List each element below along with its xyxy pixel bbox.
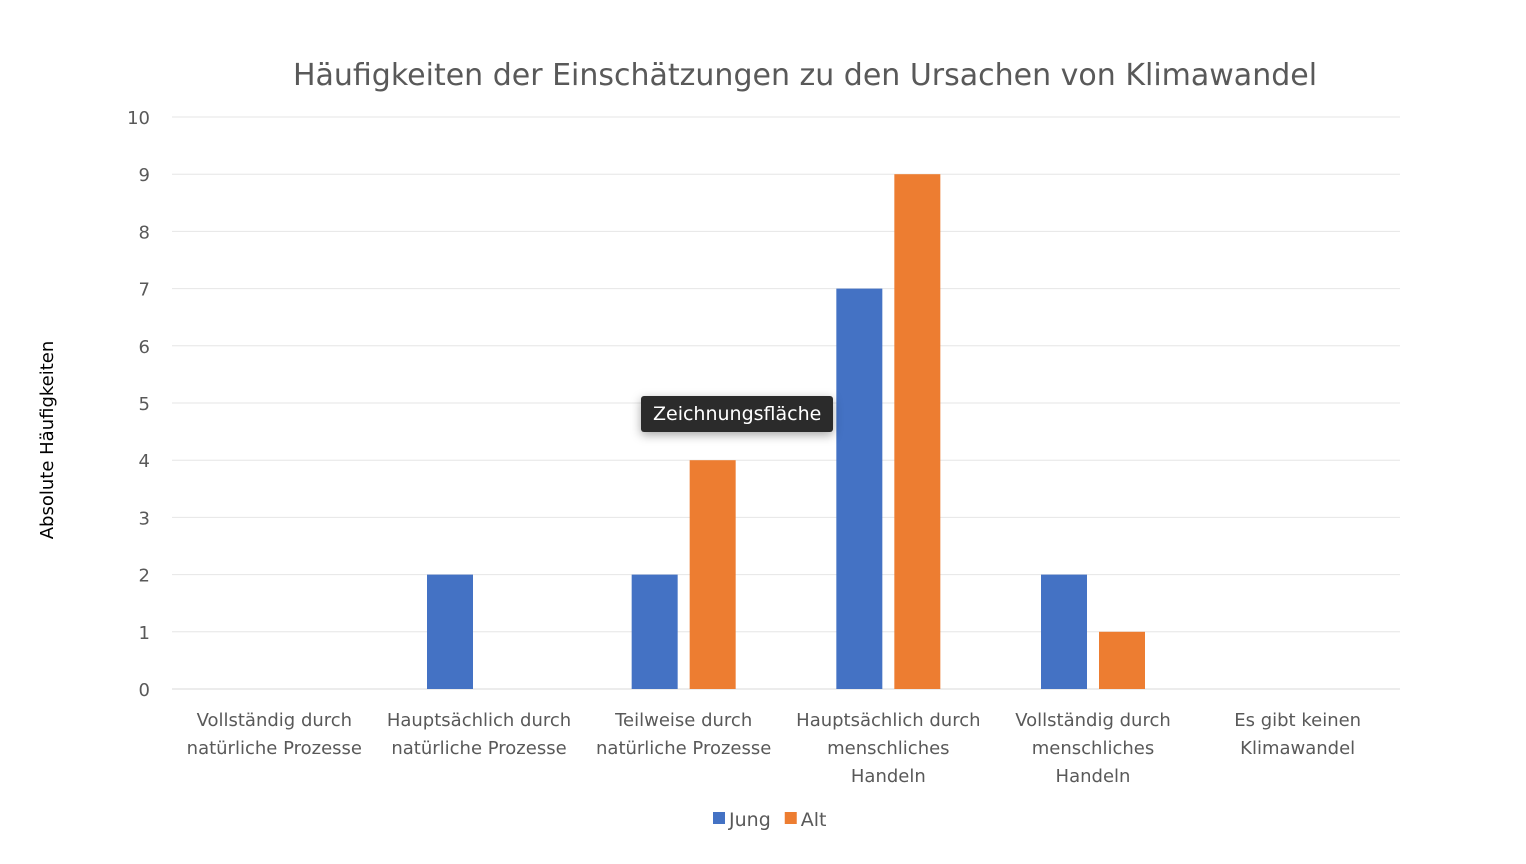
bar-jung-4[interactable] — [1041, 574, 1087, 689]
x-category-label: Teilweise durch — [614, 710, 752, 731]
x-axis-categories: Vollständig durch natürliche Prozesse Haup… — [187, 710, 1361, 787]
y-tick-label: 10 — [127, 108, 150, 129]
bar-jung-2[interactable] — [631, 574, 678, 689]
y-tick-label: 0 — [139, 680, 150, 701]
bar-jung-1[interactable] — [427, 574, 473, 689]
x-category-label: menschliches — [827, 738, 949, 759]
bar-alt-3[interactable] — [894, 174, 941, 689]
y-tick-label: 5 — [139, 394, 150, 415]
bars — [427, 174, 1145, 689]
y-axis-ticks: 0 1 2 3 4 5 6 7 8 9 10 — [127, 108, 150, 701]
y-tick-label: 4 — [139, 451, 150, 472]
y-tick-label: 8 — [139, 222, 150, 243]
x-category-label: Handeln — [1056, 766, 1131, 787]
bar-alt-2[interactable] — [689, 460, 736, 689]
x-category-label: Es gibt keinen — [1234, 710, 1361, 731]
legend: Jung Alt — [713, 809, 826, 831]
y-axis-title: Absolute Häufigkeiten — [37, 341, 58, 540]
y-tick-label: 3 — [139, 508, 150, 529]
x-category-label: Vollständig durch — [1015, 710, 1171, 731]
x-category-label: Hauptsächlich durch — [796, 710, 980, 731]
legend-label-alt: Alt — [801, 809, 827, 831]
x-category-label: Handeln — [851, 766, 926, 787]
y-tick-label: 6 — [139, 337, 150, 358]
legend-swatch-jung — [713, 812, 725, 824]
legend-swatch-alt — [784, 812, 797, 824]
y-tick-label: 9 — [139, 165, 150, 186]
y-tick-label: 1 — [139, 623, 150, 644]
x-category-label: natürliche Prozesse — [187, 738, 362, 759]
x-category-label: Vollständig durch — [197, 710, 353, 731]
y-tick-label: 7 — [139, 280, 150, 301]
plot-area-tooltip: Zeichnungsfläche — [641, 396, 834, 432]
x-category-label: menschliches — [1032, 738, 1154, 759]
x-category-label: Hauptsächlich durch — [387, 710, 571, 731]
x-category-label: natürliche Prozesse — [391, 738, 566, 759]
chart-title: Häufigkeiten der Einschätzungen zu den U… — [293, 58, 1317, 93]
x-category-label: natürliche Prozesse — [596, 738, 771, 759]
y-tick-label: 2 — [139, 566, 150, 587]
x-category-label: Klimawandel — [1240, 738, 1355, 759]
bar-jung-3[interactable] — [836, 288, 883, 689]
bar-alt-4[interactable] — [1099, 631, 1145, 689]
legend-label-jung: Jung — [728, 809, 771, 831]
